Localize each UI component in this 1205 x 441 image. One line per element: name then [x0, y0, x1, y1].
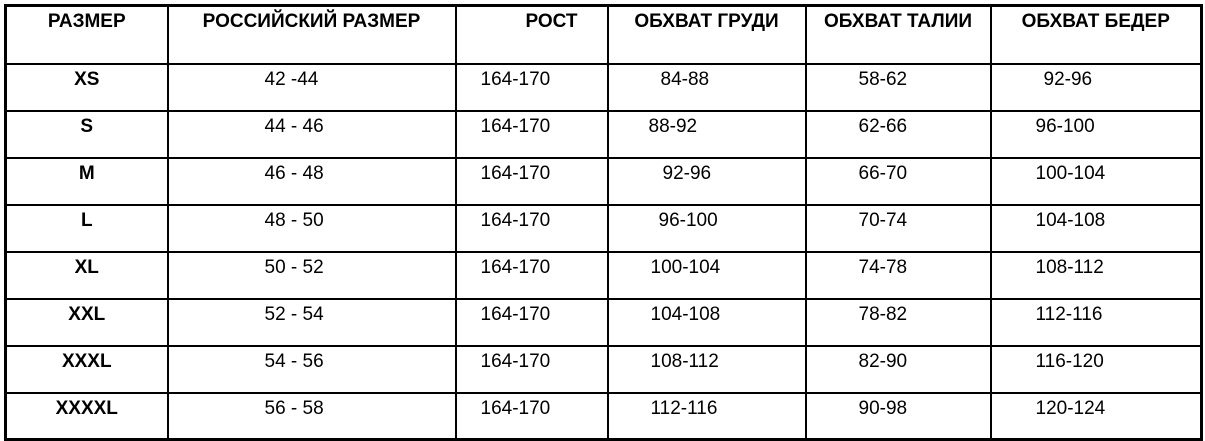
cell-size: XXXXL [4, 391, 169, 441]
cell-russian-size: 56 - 58 [166, 391, 457, 441]
size-chart-table: РАЗМЕР РОССИЙСКИЙ РАЗМЕР РОСТ ОБХВАТ ГРУДИ О… [4, 4, 1203, 441]
cell-chest: 104-108 [606, 297, 807, 347]
cell-russian-size: 42 -44 [166, 62, 457, 112]
cell-height: 164-170 [454, 109, 609, 159]
header-row: РАЗМЕР РОССИЙСКИЙ РАЗМЕР РОСТ ОБХВАТ ГРУДИ О… [4, 4, 1203, 65]
cell-height: 164-170 [454, 203, 609, 253]
header-size: РАЗМЕР [4, 4, 169, 65]
cell-waist: 78-82 [804, 297, 992, 347]
table-row: XXXXL 56 - 58 164-170 112-116 90-98 120-124 [4, 391, 1203, 441]
cell-chest: 100-104 [606, 250, 807, 300]
cell-waist: 82-90 [804, 344, 992, 394]
cell-size: XXXL [4, 344, 169, 394]
cell-hips: 96-100 [989, 109, 1203, 159]
cell-hips: 100-104 [989, 156, 1203, 206]
cell-chest: 112-116 [606, 391, 807, 441]
cell-size: L [4, 203, 169, 253]
cell-size: XXL [4, 297, 169, 347]
header-russian-size: РОССИЙСКИЙ РАЗМЕР [166, 4, 457, 65]
cell-chest: 88-92 [606, 109, 807, 159]
table-row: XXL 52 - 54 164-170 104-108 78-82 112-116 [4, 297, 1203, 347]
cell-height: 164-170 [454, 250, 609, 300]
cell-height: 164-170 [454, 62, 609, 112]
cell-size: M [4, 156, 169, 206]
cell-waist: 90-98 [804, 391, 992, 441]
cell-russian-size: 54 - 56 [166, 344, 457, 394]
cell-waist: 66-70 [804, 156, 992, 206]
cell-waist: 74-78 [804, 250, 992, 300]
cell-size: S [4, 109, 169, 159]
cell-russian-size: 52 - 54 [166, 297, 457, 347]
cell-chest: 108-112 [606, 344, 807, 394]
table-row: S 44 - 46 164-170 88-92 62-66 96-100 [4, 109, 1203, 159]
cell-hips: 92-96 [989, 62, 1203, 112]
cell-hips: 120-124 [989, 391, 1203, 441]
cell-russian-size: 50 - 52 [166, 250, 457, 300]
cell-hips: 108-112 [989, 250, 1203, 300]
table-row: M 46 - 48 164-170 92-96 66-70 100-104 [4, 156, 1203, 206]
cell-height: 164-170 [454, 156, 609, 206]
header-height: РОСТ [454, 4, 609, 65]
cell-chest: 96-100 [606, 203, 807, 253]
cell-waist: 70-74 [804, 203, 992, 253]
cell-chest: 84-88 [606, 62, 807, 112]
table-row: L 48 - 50 164-170 96-100 70-74 104-108 [4, 203, 1203, 253]
cell-height: 164-170 [454, 297, 609, 347]
table-row: XXXL 54 - 56 164-170 108-112 82-90 116-120 [4, 344, 1203, 394]
header-waist: ОБХВАТ ТАЛИИ [804, 4, 992, 65]
cell-russian-size: 44 - 46 [166, 109, 457, 159]
cell-height: 164-170 [454, 391, 609, 441]
header-chest: ОБХВАТ ГРУДИ [606, 4, 807, 65]
table-row: XS 42 -44 164-170 84-88 58-62 92-96 [4, 62, 1203, 112]
cell-russian-size: 48 - 50 [166, 203, 457, 253]
cell-hips: 112-116 [989, 297, 1203, 347]
cell-waist: 58-62 [804, 62, 992, 112]
cell-height: 164-170 [454, 344, 609, 394]
header-hips: ОБХВАТ БЕДЕР [989, 4, 1203, 65]
cell-waist: 62-66 [804, 109, 992, 159]
cell-size: XS [4, 62, 169, 112]
cell-size: XL [4, 250, 169, 300]
cell-russian-size: 46 - 48 [166, 156, 457, 206]
cell-hips: 116-120 [989, 344, 1203, 394]
table-row: XL 50 - 52 164-170 100-104 74-78 108-112 [4, 250, 1203, 300]
cell-chest: 92-96 [606, 156, 807, 206]
cell-hips: 104-108 [989, 203, 1203, 253]
